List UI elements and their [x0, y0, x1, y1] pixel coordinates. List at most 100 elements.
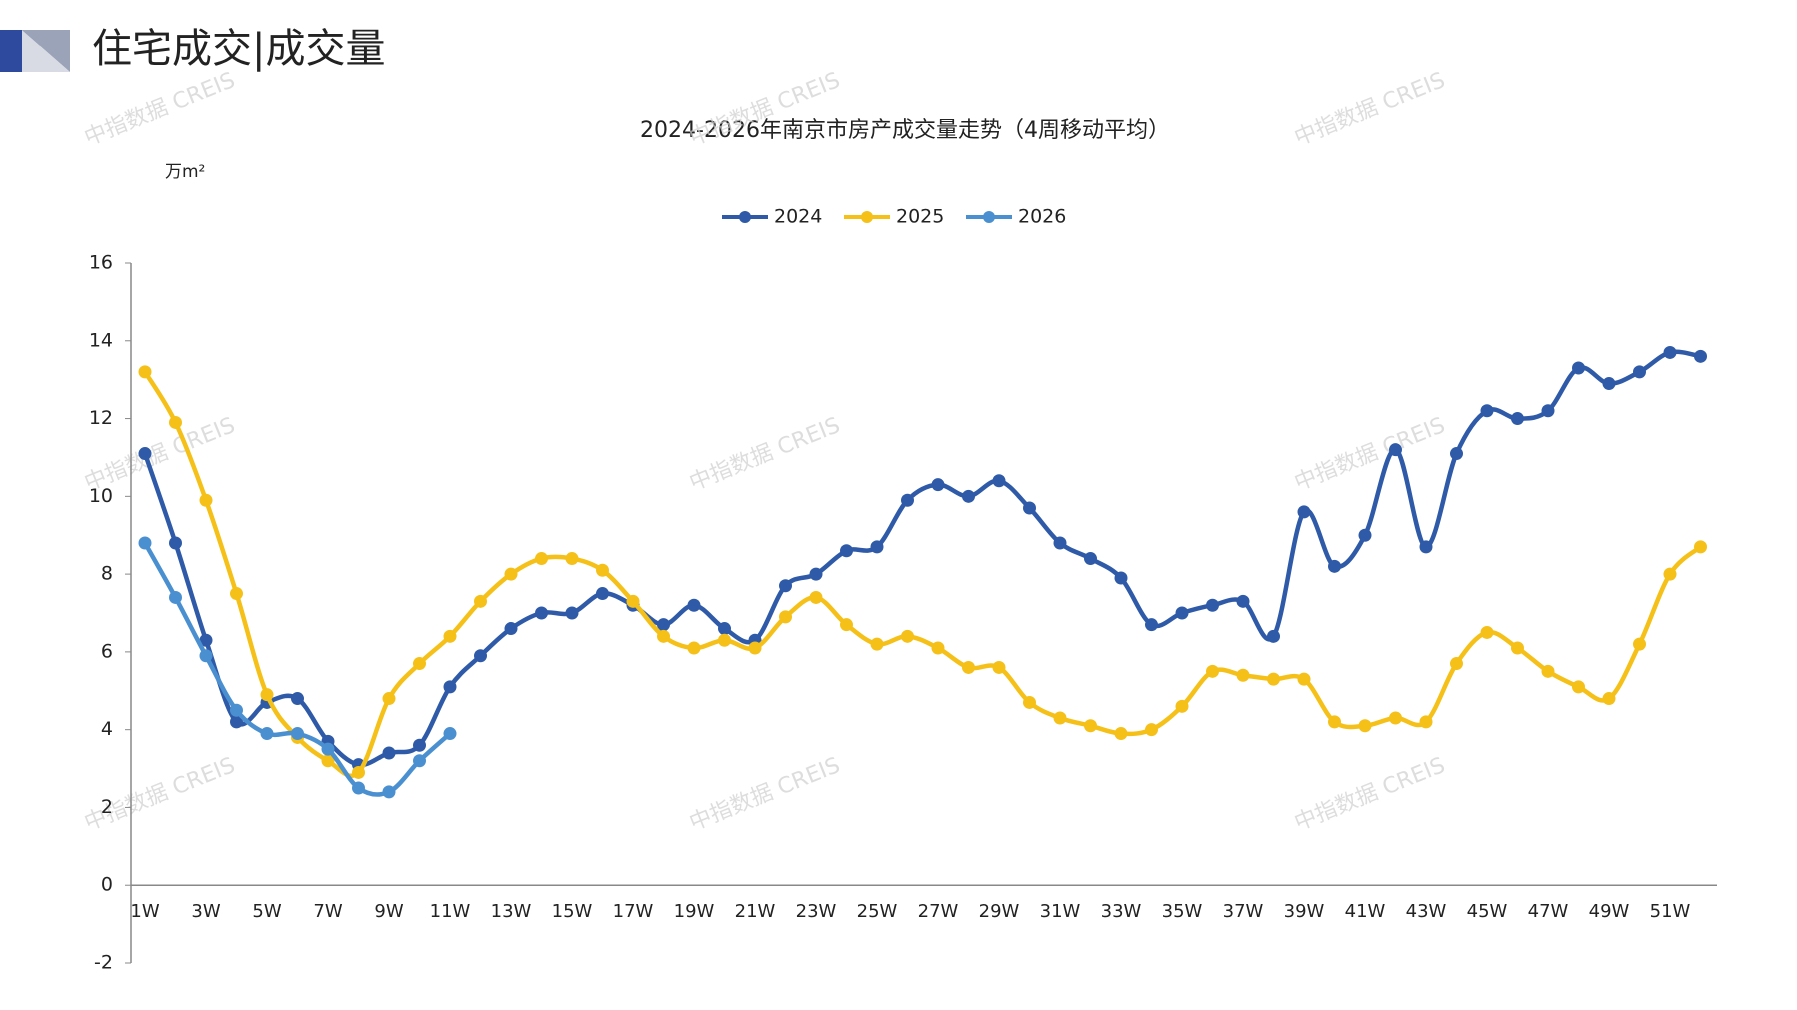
data-point	[1114, 727, 1128, 741]
watermark: 中指数据 CREIS	[81, 753, 239, 836]
data-point	[1297, 505, 1311, 519]
data-point	[1328, 559, 1341, 573]
data-point	[169, 415, 182, 429]
x-tick-label: 21W	[735, 901, 776, 922]
data-point	[992, 660, 1006, 674]
data-point	[687, 598, 701, 612]
data-point	[1572, 680, 1585, 694]
data-point	[1389, 711, 1402, 725]
data-point	[718, 633, 731, 647]
data-point	[931, 641, 945, 655]
watermark: 中指数据 CREIS	[1291, 753, 1449, 836]
data-point	[1450, 657, 1463, 671]
data-point	[535, 606, 548, 620]
header-decor	[22, 30, 70, 72]
data-point	[840, 544, 853, 558]
data-point	[687, 641, 701, 655]
data-point	[1175, 606, 1189, 620]
data-point	[382, 785, 396, 799]
data-point	[291, 727, 304, 741]
data-point	[443, 727, 457, 741]
x-tick-label: 9W	[374, 901, 403, 922]
x-tick-label: 49W	[1589, 901, 1630, 922]
data-point	[901, 493, 914, 507]
data-point	[1694, 349, 1707, 363]
x-tick-label: 41W	[1345, 901, 1386, 922]
watermark: 中指数据 CREIS	[1291, 68, 1449, 151]
legend-marker	[739, 211, 751, 223]
y-tick-label: 12	[89, 407, 113, 429]
data-point	[565, 606, 579, 620]
x-tick-label: 51W	[1650, 901, 1691, 922]
data-point	[626, 594, 640, 608]
data-point	[474, 594, 487, 608]
legend-label: 2025	[896, 206, 944, 228]
data-point	[840, 618, 853, 632]
data-point	[1358, 719, 1372, 733]
data-point	[199, 633, 213, 647]
data-point	[962, 489, 975, 503]
watermark: 中指数据 CREIS	[686, 413, 844, 496]
data-point	[1602, 377, 1616, 391]
data-point	[169, 590, 182, 604]
data-point	[352, 781, 365, 795]
x-tick-label: 29W	[979, 901, 1020, 922]
x-tick-label: 39W	[1284, 901, 1325, 922]
x-tick-label: 45W	[1467, 901, 1508, 922]
data-point	[1663, 567, 1677, 581]
y-axis-label: 万m²	[165, 162, 205, 182]
data-point	[1602, 692, 1616, 706]
x-tick-label: 23W	[796, 901, 837, 922]
data-point	[657, 618, 670, 632]
data-point	[1023, 695, 1036, 709]
data-point	[748, 641, 762, 655]
data-point	[535, 552, 548, 566]
data-point	[1541, 664, 1555, 678]
chart-title: 2024-2026年南京市房产成交量走势（4周移动平均）	[640, 118, 1170, 143]
x-tick-label: 25W	[857, 901, 898, 922]
data-point	[1114, 571, 1128, 585]
data-point	[321, 742, 335, 756]
data-point	[230, 715, 243, 729]
data-point	[901, 629, 914, 643]
legend-marker	[861, 211, 873, 223]
data-point	[992, 474, 1006, 488]
data-point	[504, 622, 518, 636]
data-point	[382, 692, 396, 706]
data-point	[1450, 447, 1463, 461]
data-point	[1541, 404, 1555, 418]
series-line	[142, 349, 1701, 768]
data-point	[870, 637, 884, 651]
data-point	[230, 587, 243, 601]
data-point	[1053, 536, 1067, 550]
x-tick-label: 33W	[1101, 901, 1142, 922]
data-point	[1023, 501, 1036, 515]
y-tick-label: 8	[101, 563, 113, 585]
x-tick-label: 31W	[1040, 901, 1081, 922]
data-point	[596, 563, 609, 577]
data-point	[809, 567, 823, 581]
data-point	[1236, 594, 1250, 608]
x-tick-label: 3W	[191, 901, 220, 922]
x-tick-label: 27W	[918, 901, 959, 922]
data-point	[1694, 540, 1707, 554]
data-point	[809, 590, 823, 604]
data-point	[1206, 664, 1219, 678]
data-point	[138, 536, 152, 550]
data-point	[779, 579, 792, 593]
x-tick-label: 11W	[430, 901, 471, 922]
data-point	[870, 540, 884, 554]
x-tick-label: 5W	[252, 901, 281, 922]
data-point	[138, 447, 152, 461]
page-title: 住宅成交|成交量	[92, 26, 385, 72]
data-point	[504, 567, 518, 581]
data-point	[779, 610, 792, 624]
y-tick-label: 10	[89, 485, 113, 507]
data-point	[1145, 723, 1158, 737]
data-point	[657, 629, 670, 643]
x-tick-label: 17W	[613, 901, 654, 922]
data-point	[169, 536, 182, 550]
x-tick-label: 1W	[130, 901, 159, 922]
data-point	[1328, 715, 1341, 729]
x-tick-label: 15W	[552, 901, 593, 922]
